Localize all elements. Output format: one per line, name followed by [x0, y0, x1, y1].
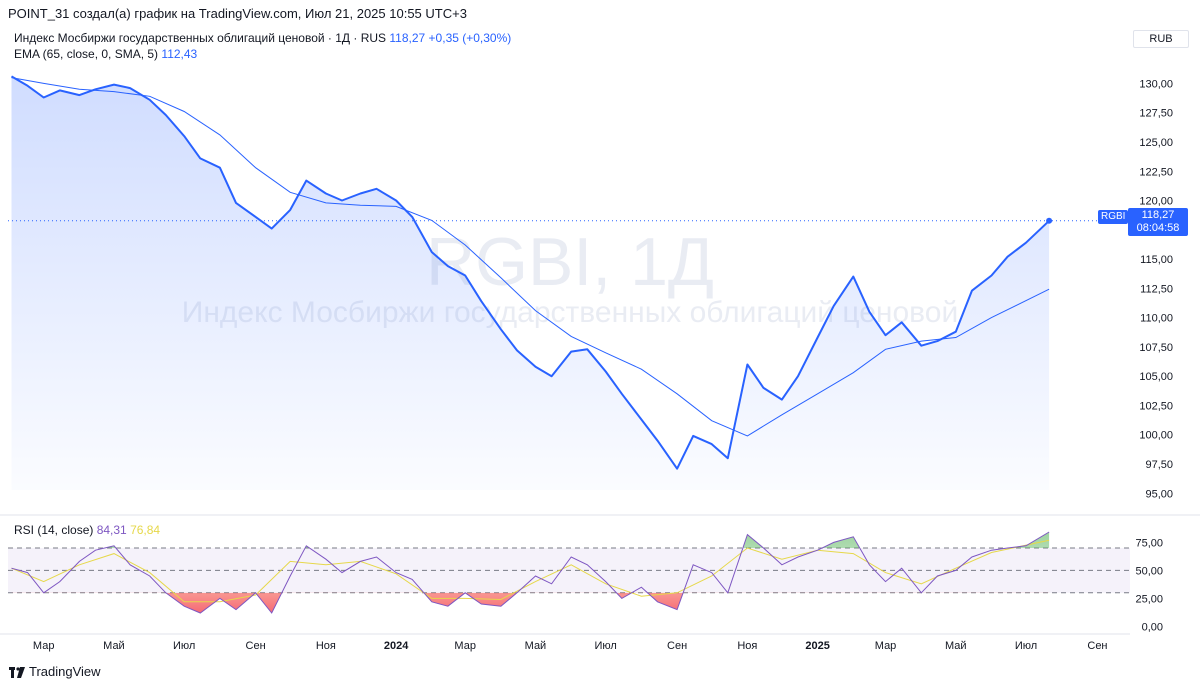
- chart-attribution: POINT_31 создал(а) график на TradingView…: [8, 6, 467, 21]
- rsi-value: 84,31: [96, 523, 127, 537]
- price-tick-label: 110,00: [1140, 313, 1173, 325]
- symbol-description: Индекс Мосбиржи государственных облигаци…: [14, 31, 387, 45]
- symbol-price-tag: RGBI: [1098, 210, 1129, 224]
- time-tick-label: Мар: [875, 640, 897, 652]
- time-tick-label: Май: [945, 640, 967, 652]
- time-tick-label: Май: [525, 640, 547, 652]
- time-tick-label: 2024: [384, 640, 409, 652]
- price-tick-label: 127,50: [1139, 108, 1173, 120]
- rsi-tick-label: 0,00: [1142, 621, 1163, 633]
- ema-legend: EMA (65, close, 0, SMA, 5) 112,43: [14, 47, 197, 61]
- price-tick-label: 105,00: [1139, 371, 1173, 383]
- time-tick-label: Ноя: [737, 640, 757, 652]
- rsi-line[interactable]: [11, 531, 1050, 614]
- price-line[interactable]: [10, 75, 1050, 470]
- price-axis[interactable]: 95,00 97,50 100,00 102,50 105,00 107,50 110,00…: [1139, 78, 1173, 500]
- time-tick-label: Ноя: [316, 640, 336, 652]
- time-axis[interactable]: Мар Май Июл Сен Ноя 2024 Мар Май Июл Сен Ноя 2025 Ма…: [33, 640, 1108, 652]
- watermark-symbol: RGBI, 1Д: [426, 224, 714, 300]
- price-tick-label: 97,50: [1145, 459, 1173, 471]
- time-tick-label: Мар: [454, 640, 476, 652]
- last-price-tag-value: 118,27: [1141, 209, 1175, 221]
- symbol-legend: Индекс Мосбиржи государственных облигаци…: [14, 31, 511, 45]
- price-area-fill: [11, 76, 1050, 491]
- time-tick-label: Июл: [1015, 640, 1037, 652]
- rsi-tick-label: 50,00: [1135, 565, 1163, 577]
- price-tick-label: 102,50: [1139, 400, 1173, 412]
- price-tick-label: 120,00: [1139, 196, 1173, 208]
- last-price-dot: [1046, 217, 1053, 224]
- rsi-tick-label: 25,00: [1135, 593, 1163, 605]
- time-tick-label: Мар: [33, 640, 55, 652]
- rsi-ma-line[interactable]: [11, 539, 1050, 603]
- main-pane[interactable]: [8, 75, 1130, 491]
- price-tick-label: 115,00: [1140, 254, 1173, 266]
- currency-badge[interactable]: RUB: [1133, 30, 1189, 48]
- time-tick-label: Май: [103, 640, 125, 652]
- countdown-timer: 08:04:58: [1136, 222, 1180, 234]
- price-tick-label: 125,00: [1139, 137, 1173, 149]
- ema-value: 112,43: [161, 47, 198, 61]
- rsi-label: RSI (14, close): [14, 523, 94, 537]
- tradingview-logo-icon: [9, 666, 25, 678]
- rsi-legend: RSI (14, close) 84,31 76,84: [14, 523, 160, 537]
- price-tick-label: 130,00: [1139, 78, 1173, 90]
- rsi-pane[interactable]: [8, 531, 1130, 614]
- price-change: +0,35 (+0,30%): [428, 31, 512, 45]
- time-tick-label: 2025: [805, 640, 829, 652]
- footer-brand[interactable]: TradingView: [9, 664, 101, 679]
- price-tick-label: 112,50: [1140, 283, 1173, 295]
- ema-label: EMA (65, close, 0, SMA, 5): [14, 47, 159, 61]
- rsi-oversold-fill: [11, 592, 1050, 613]
- time-tick-label: Сен: [1087, 640, 1107, 652]
- price-tick-label: 95,00: [1145, 488, 1173, 500]
- rsi-tick-label: 75,00: [1135, 537, 1163, 549]
- time-tick-label: Июл: [173, 640, 195, 652]
- rsi-axis[interactable]: 0,00 25,00 50,00 75,00: [1135, 537, 1163, 633]
- price-tick-label: 122,50: [1139, 166, 1173, 178]
- last-price: 118,27: [389, 31, 426, 45]
- price-tick-label: 100,00: [1139, 430, 1173, 442]
- ema-line[interactable]: [11, 77, 1050, 437]
- price-tick-label: 107,50: [1139, 342, 1173, 354]
- time-tick-label: Сен: [246, 640, 266, 652]
- time-tick-label: Июл: [595, 640, 617, 652]
- brand-name: TradingView: [29, 664, 101, 679]
- rsi-ma-value: 76,84: [130, 523, 161, 537]
- time-tick-label: Сен: [667, 640, 687, 652]
- last-price-tag: 118,27 08:04:58: [1128, 208, 1188, 236]
